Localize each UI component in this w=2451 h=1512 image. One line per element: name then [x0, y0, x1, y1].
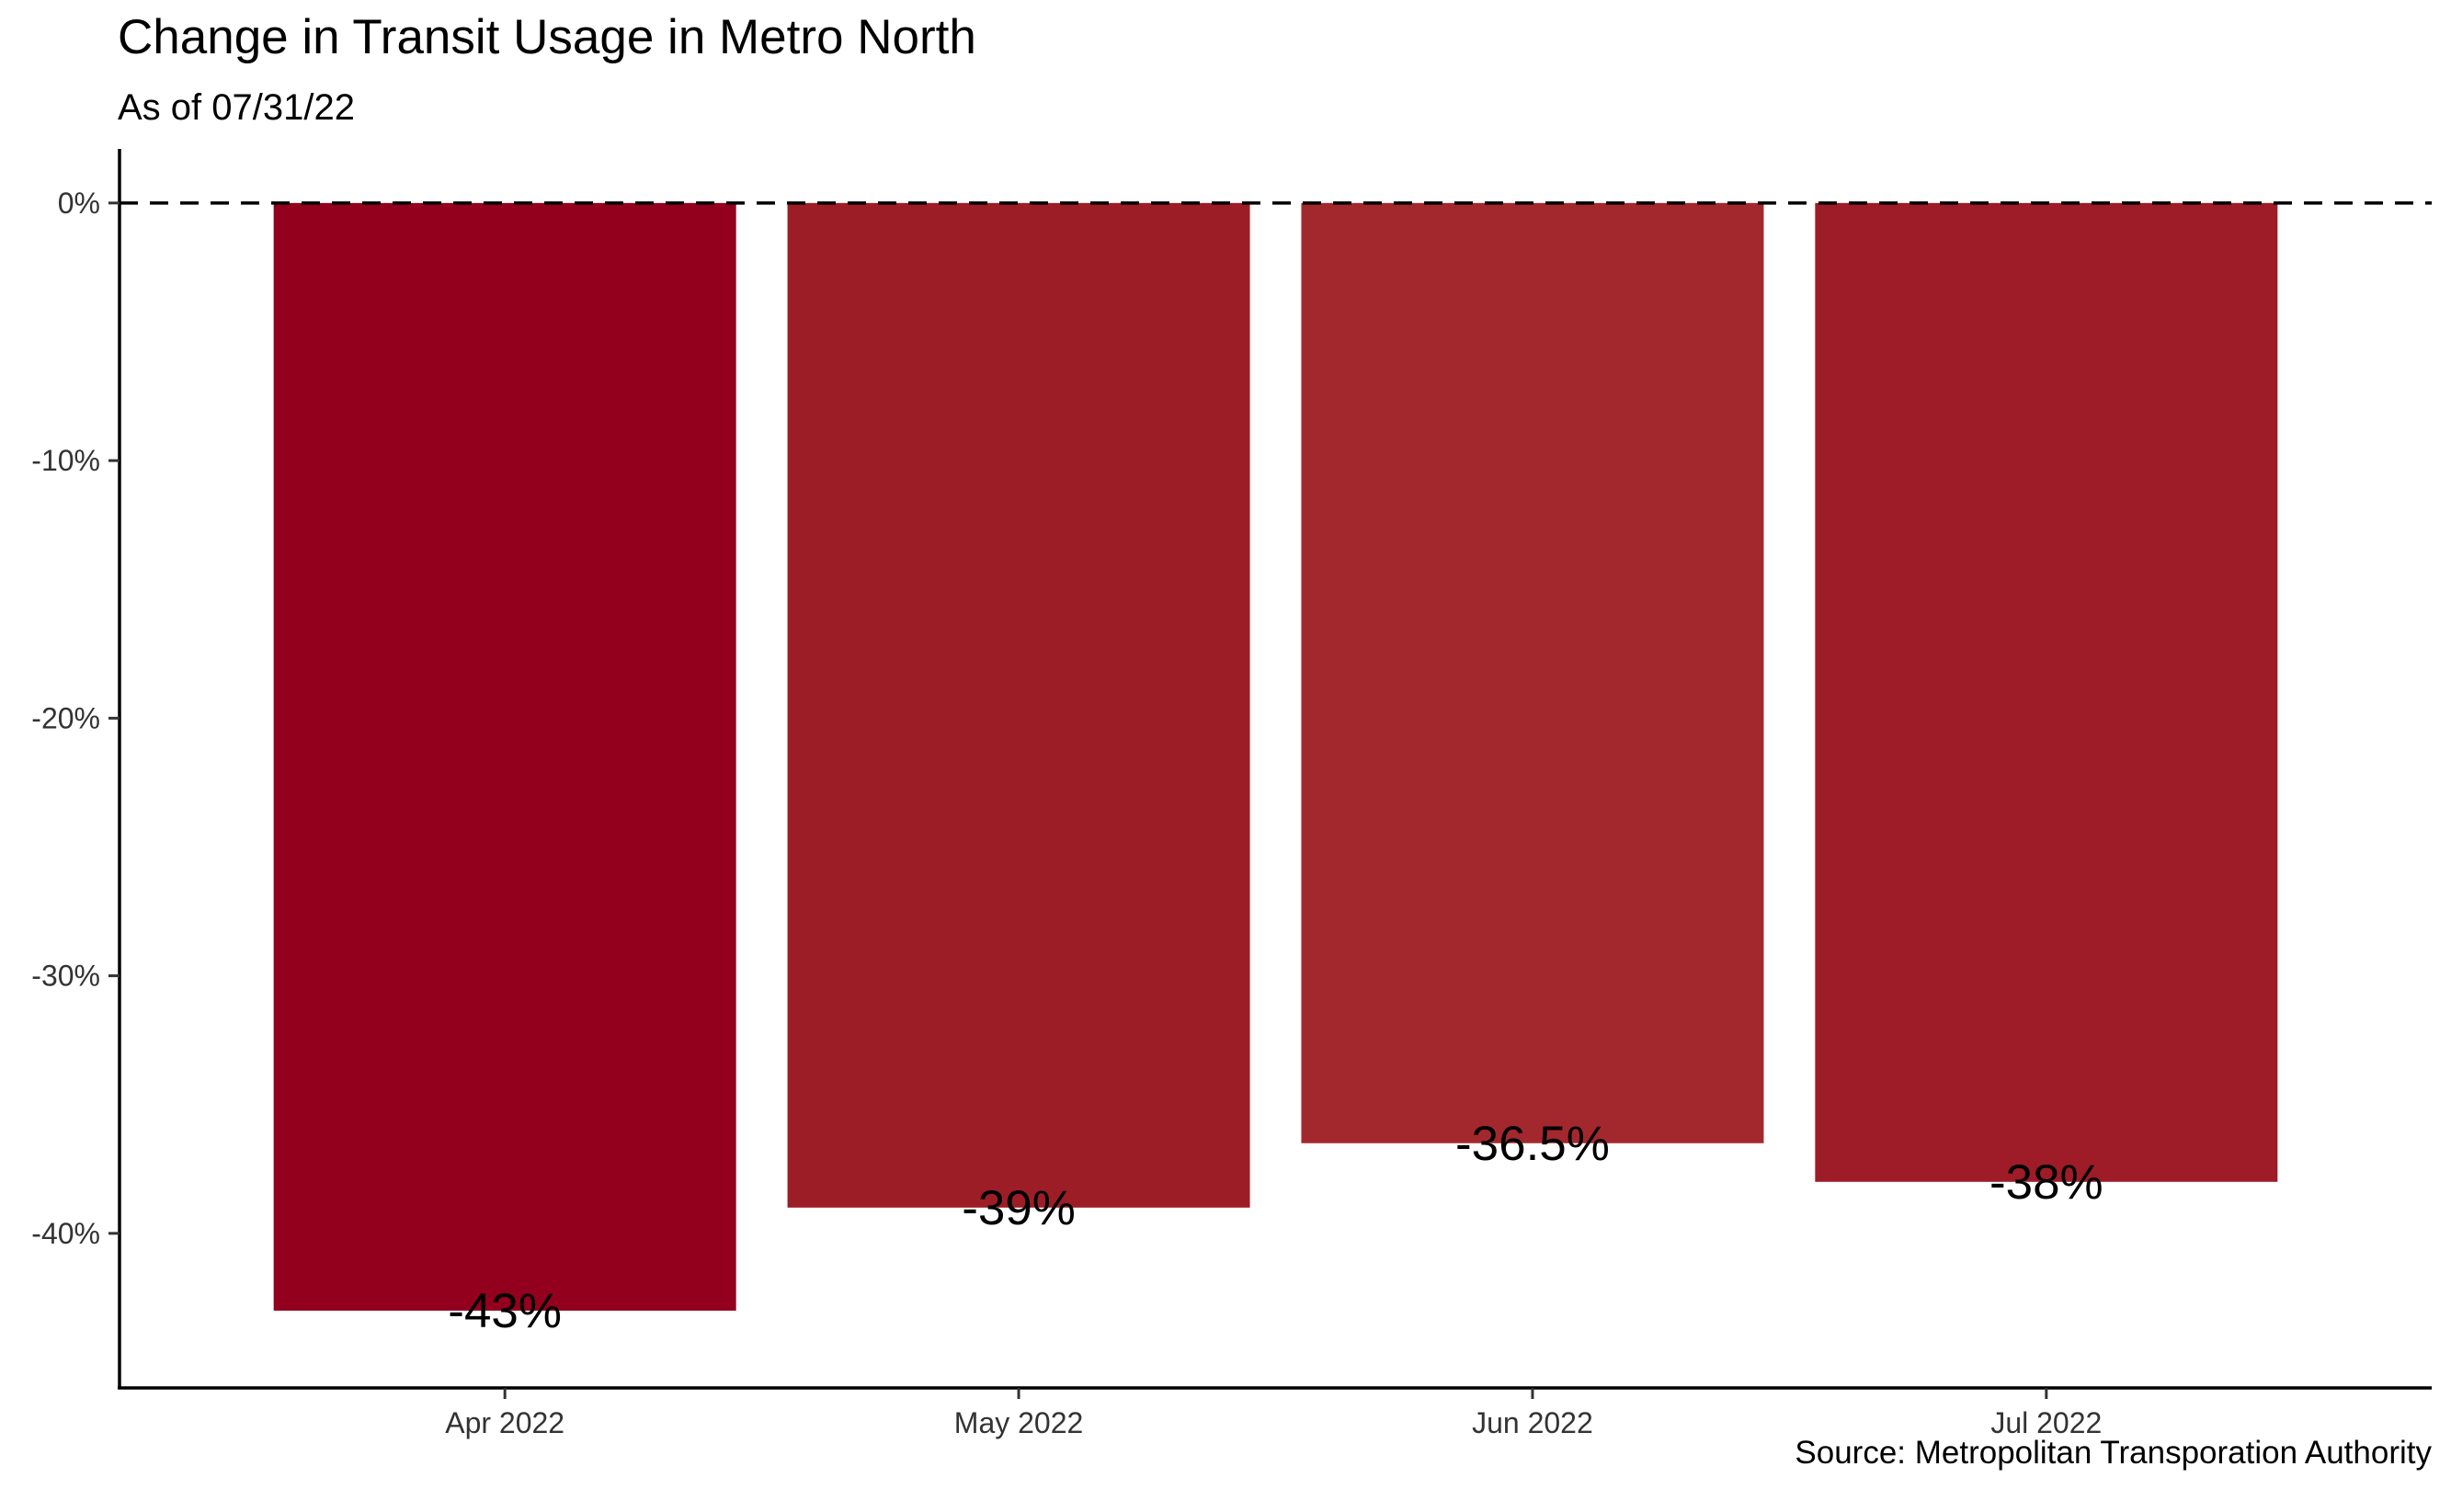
- x-tick-label-3: Jul 2022: [1990, 1406, 2102, 1439]
- y-tick-label-4: -40%: [31, 1217, 100, 1250]
- x-tick-label-2: Jun 2022: [1472, 1406, 1593, 1439]
- bar-3: [1815, 202, 2278, 1182]
- y-axis-ticks: 0% -10% -20% -30% -40%: [31, 187, 120, 1250]
- y-tick-label-2: -20%: [31, 701, 100, 734]
- x-axis-ticks: Apr 2022 May 2022 Jun 2022 Jul 2022: [445, 1388, 2102, 1439]
- bar-1: [787, 202, 1250, 1208]
- x-tick-label-0: Apr 2022: [445, 1406, 564, 1439]
- bar-value-label-0: -43%: [448, 1284, 562, 1338]
- bars-group: [273, 202, 2278, 1311]
- y-tick-label-1: -10%: [31, 444, 100, 477]
- chart-subtitle: As of 07/31/22: [118, 87, 355, 128]
- chart-caption: Source: Metropolitan Transporation Autho…: [1795, 1435, 2432, 1471]
- y-tick-label-3: -30%: [31, 960, 100, 993]
- bar-value-label-1: -39%: [962, 1181, 1076, 1235]
- y-tick-label-0: 0%: [58, 187, 100, 220]
- x-tick-label-1: May 2022: [954, 1406, 1084, 1439]
- bar-0: [273, 202, 736, 1311]
- bar-value-label-2: -36.5%: [1455, 1117, 1610, 1171]
- bar-2: [1301, 202, 1764, 1143]
- chart-title: Change in Transit Usage in Metro North: [118, 10, 976, 64]
- bar-value-label-3: -38%: [1989, 1155, 2103, 1210]
- bar-value-labels: -43% -39% -36.5% -38%: [448, 1117, 2103, 1338]
